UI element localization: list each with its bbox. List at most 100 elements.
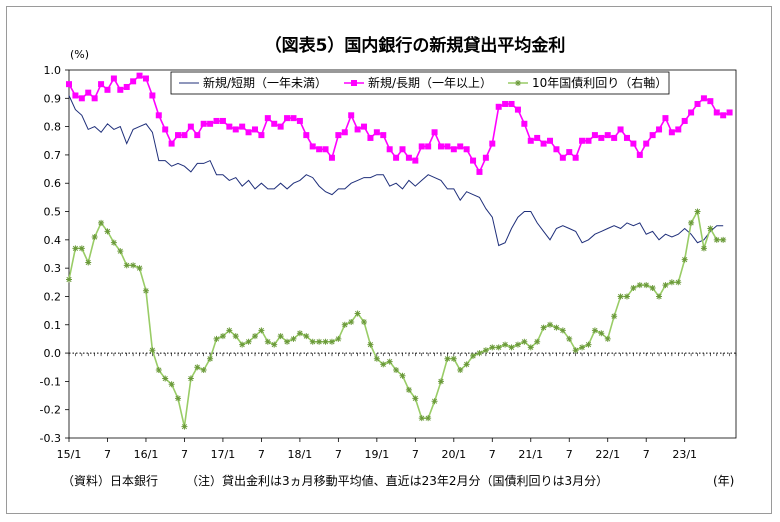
series-point <box>91 95 98 102</box>
series-point <box>194 132 201 139</box>
series-point <box>380 361 387 368</box>
series-point <box>232 333 239 340</box>
series-point <box>354 310 361 317</box>
source-note: （資料）日本銀行 <box>62 474 158 488</box>
series-point <box>98 219 105 226</box>
series-point <box>668 129 675 136</box>
series-point <box>566 335 573 342</box>
x-axis-unit: (年) <box>713 474 734 488</box>
series-point <box>418 415 425 422</box>
series-point <box>425 415 432 422</box>
series-point <box>149 92 156 99</box>
series-point <box>341 129 348 136</box>
series-point <box>296 117 303 124</box>
series-point <box>623 293 630 300</box>
legend <box>170 71 670 95</box>
series-point <box>662 115 669 122</box>
series-point <box>194 364 201 371</box>
series-point <box>611 313 618 320</box>
series-3 <box>66 208 727 430</box>
series-point <box>662 282 669 289</box>
series-point <box>534 338 541 345</box>
y-tick-label: 0.3 <box>44 262 62 275</box>
series-point <box>303 333 310 340</box>
series-point <box>226 327 233 334</box>
series-point <box>598 134 605 141</box>
series-point <box>591 132 598 139</box>
series-line <box>68 95 724 247</box>
x-tick-label: 15/1 <box>57 448 82 461</box>
y-tick-label: 0.4 <box>44 234 62 247</box>
series-point <box>425 143 432 150</box>
series-point <box>694 100 701 107</box>
series-point <box>207 120 214 127</box>
chart-title: （図表5）国内銀行の新規貸出平均金利 <box>265 35 566 56</box>
series-point <box>162 126 169 133</box>
series-point <box>181 423 188 430</box>
x-tick-label: 7 <box>104 448 111 461</box>
series-point <box>66 81 72 88</box>
series-point <box>700 95 707 102</box>
series-point <box>643 282 650 289</box>
series-point <box>476 168 483 175</box>
x-tick-label: 16/1 <box>134 448 159 461</box>
series-point <box>675 126 682 133</box>
series-point <box>611 134 618 141</box>
series-point <box>142 75 149 82</box>
series-point <box>258 327 265 334</box>
series-point <box>284 115 291 122</box>
series-layer <box>66 72 733 430</box>
series-point <box>463 361 470 368</box>
series-point <box>585 137 592 144</box>
series-point <box>431 129 438 136</box>
series-point <box>470 352 477 359</box>
series-point <box>136 265 143 272</box>
series-point <box>219 117 226 124</box>
series-point <box>553 146 560 153</box>
series-point <box>656 126 663 133</box>
x-tick-label: 7 <box>258 448 265 461</box>
y-tick-label: -0.2 <box>40 404 61 417</box>
series-point <box>341 321 348 328</box>
series-point <box>187 123 194 130</box>
series-point <box>117 248 124 255</box>
y-tick-label: 1.0 <box>44 64 62 77</box>
series-point <box>707 225 714 232</box>
series-point <box>707 98 714 105</box>
series-point <box>514 106 521 113</box>
series-point <box>495 344 502 351</box>
series-point <box>78 245 85 252</box>
series-point <box>168 140 175 147</box>
series-point <box>322 146 329 153</box>
legend-item-3: 10年国債利回り（右軸） <box>508 75 667 90</box>
series-point <box>579 137 586 144</box>
x-tick-label: 21/1 <box>518 448 543 461</box>
series-point <box>316 338 323 345</box>
x-tick-label: 7 <box>412 448 419 461</box>
series-point <box>277 123 284 130</box>
x-tick-label: 22/1 <box>595 448 620 461</box>
axes: 1.0 0.9 0.8 0.7 0.6 0.5 0.4 0.3 0.2 0.1 0.0 -0.1 -0.… <box>40 64 737 461</box>
series-point <box>675 279 682 286</box>
series-point <box>155 112 162 119</box>
y-tick-label: 0.5 <box>44 206 62 219</box>
series-point <box>130 262 137 269</box>
series-point <box>527 344 534 351</box>
series-point <box>553 324 560 331</box>
legend-item-2: 新規/長期（一年以上） <box>344 75 492 90</box>
y-tick-label: 0.9 <box>44 92 62 105</box>
series-point <box>540 140 547 147</box>
x-tick-label: 7 <box>643 448 650 461</box>
series-point <box>239 341 246 348</box>
series-point <box>213 117 220 124</box>
series-point <box>239 123 246 130</box>
series-point <box>636 282 643 289</box>
series-point <box>604 132 611 139</box>
series-point <box>649 284 656 291</box>
series-point <box>476 350 483 357</box>
series-point <box>130 78 137 85</box>
series-point <box>149 347 156 354</box>
series-point <box>566 149 573 156</box>
series-point <box>726 109 733 116</box>
x-tick-label: 7 <box>335 448 342 461</box>
